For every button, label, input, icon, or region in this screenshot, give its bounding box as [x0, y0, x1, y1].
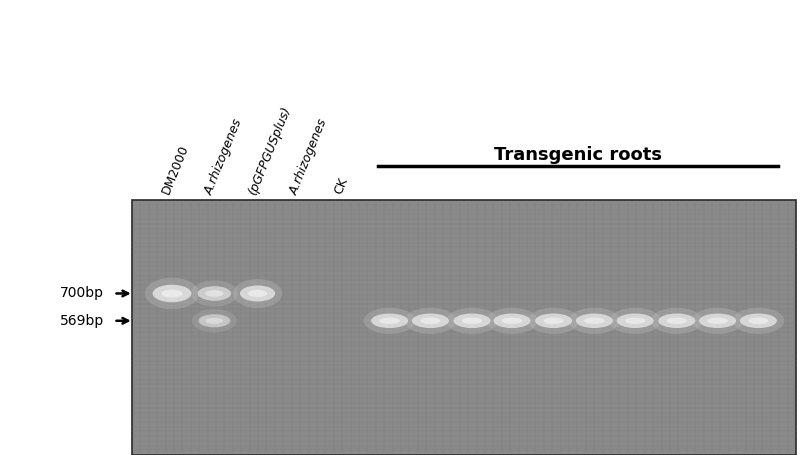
- Ellipse shape: [610, 308, 661, 334]
- Ellipse shape: [733, 308, 784, 334]
- Text: CK: CK: [332, 176, 350, 197]
- Ellipse shape: [240, 285, 275, 302]
- Ellipse shape: [658, 313, 695, 328]
- Ellipse shape: [569, 308, 620, 334]
- Ellipse shape: [405, 308, 456, 334]
- Text: A.rhizogenes: A.rhizogenes: [288, 116, 330, 197]
- Ellipse shape: [748, 318, 769, 324]
- Ellipse shape: [486, 308, 538, 334]
- Ellipse shape: [699, 313, 736, 328]
- Ellipse shape: [206, 290, 223, 297]
- Ellipse shape: [206, 318, 223, 324]
- Text: Transgenic roots: Transgenic roots: [494, 146, 662, 164]
- Ellipse shape: [576, 313, 613, 328]
- Ellipse shape: [707, 318, 728, 324]
- Ellipse shape: [454, 313, 490, 328]
- Text: 569bp: 569bp: [60, 314, 104, 328]
- Text: (pGFPGUSplus): (pGFPGUSplus): [246, 104, 293, 197]
- Ellipse shape: [528, 308, 579, 334]
- Ellipse shape: [666, 318, 687, 324]
- Ellipse shape: [462, 318, 482, 324]
- Ellipse shape: [543, 318, 564, 324]
- Ellipse shape: [692, 308, 743, 334]
- Ellipse shape: [651, 308, 702, 334]
- Ellipse shape: [412, 313, 449, 328]
- Ellipse shape: [502, 318, 522, 324]
- Ellipse shape: [153, 285, 191, 302]
- Ellipse shape: [617, 313, 654, 328]
- Ellipse shape: [364, 308, 415, 334]
- Text: 700bp: 700bp: [60, 287, 104, 300]
- Ellipse shape: [584, 318, 605, 324]
- Ellipse shape: [162, 289, 182, 298]
- Ellipse shape: [233, 279, 282, 308]
- Ellipse shape: [145, 278, 199, 309]
- Ellipse shape: [191, 280, 238, 307]
- FancyBboxPatch shape: [132, 200, 796, 455]
- Ellipse shape: [192, 309, 237, 333]
- Text: DM2000: DM2000: [160, 143, 191, 197]
- Ellipse shape: [420, 318, 441, 324]
- Ellipse shape: [535, 313, 572, 328]
- Ellipse shape: [379, 318, 400, 324]
- Ellipse shape: [740, 313, 777, 328]
- Ellipse shape: [494, 313, 530, 328]
- Ellipse shape: [248, 290, 267, 297]
- Ellipse shape: [371, 313, 408, 328]
- Ellipse shape: [198, 286, 231, 301]
- Ellipse shape: [198, 314, 230, 327]
- Text: A.rhizogenes: A.rhizogenes: [202, 116, 245, 197]
- Ellipse shape: [625, 318, 646, 324]
- Ellipse shape: [446, 308, 498, 334]
